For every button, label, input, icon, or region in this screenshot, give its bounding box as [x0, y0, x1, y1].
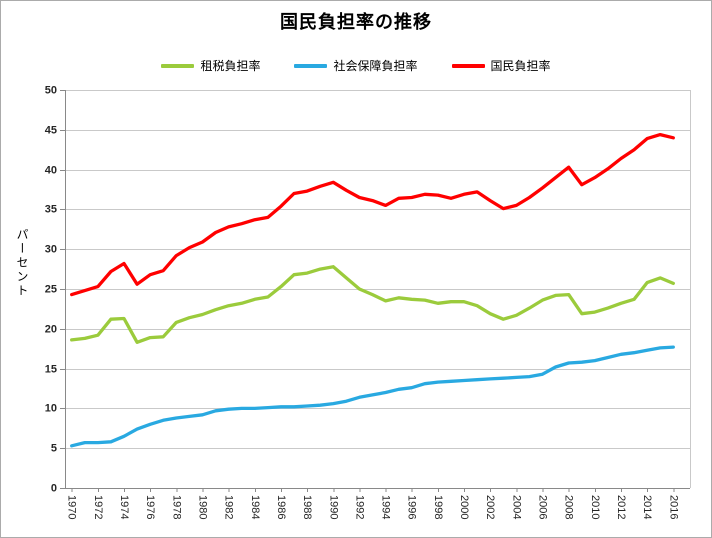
- series-line-0: [70, 265, 675, 344]
- y-axis-tick-label: 15: [45, 364, 57, 376]
- axis-tick-labels: 0 5 10 15 20 25 30 35 40 45 50 1970 1972 1974 1976 1978…: [45, 85, 680, 520]
- chart-title: 国民負担率の推移: [280, 12, 432, 32]
- series-line-2: [70, 132, 675, 297]
- series-line-1: [70, 345, 675, 448]
- x-axis-tick-label: 1992: [353, 495, 365, 519]
- y-axis-tick-label: 40: [45, 165, 57, 177]
- national-burden-line-swatch: [451, 63, 485, 68]
- x-axis-tick-label: 1980: [196, 495, 208, 519]
- x-axis-tick-label: 1982: [223, 495, 235, 519]
- y-axis-tick-label: 0: [51, 483, 57, 495]
- x-axis-tick-label: 1986: [275, 495, 287, 519]
- x-axis-tick-label: 1998: [432, 495, 444, 519]
- y-axis-tick-label: 10: [45, 403, 57, 415]
- y-axis-title: パーセント: [15, 228, 29, 298]
- chart-legend: 租税負担率 社会保障負担率 国民負担率: [0, 57, 712, 74]
- legend-item-national-burden: 国民負担率: [451, 57, 551, 74]
- x-axis-tick-label: 1990: [327, 495, 339, 519]
- x-axis-tick-label: 2002: [484, 495, 496, 519]
- legend-label-national-burden: 国民負担率: [490, 59, 551, 73]
- x-axis-tick-label: 2006: [537, 495, 549, 519]
- x-axis-tick-label: 1994: [380, 495, 392, 519]
- x-axis-tick-label: 1976: [144, 495, 156, 519]
- x-axis-tick-label: 1988: [301, 495, 313, 519]
- x-axis-tick-label: 1978: [170, 495, 182, 519]
- x-axis-tick-label: 1972: [92, 495, 104, 519]
- x-axis-tick-label: 1996: [406, 495, 418, 519]
- tax-line-swatch: [161, 63, 195, 68]
- x-axis-tick-label: 2016: [667, 495, 679, 519]
- x-axis-tick-label: 1984: [249, 495, 261, 519]
- x-axis-tick-label: 2008: [563, 495, 575, 519]
- x-axis-tick-label: 2004: [510, 495, 522, 519]
- y-axis-tick-label: 20: [45, 324, 57, 336]
- y-axis-tick-label: 45: [45, 125, 57, 137]
- x-axis-tick-label: 1974: [118, 495, 130, 519]
- y-axis-tick-label: 25: [45, 284, 57, 296]
- legend-label-social-security: 社会保障負担率: [333, 59, 418, 73]
- x-axis-tick-label: 1970: [66, 495, 78, 519]
- x-axis-tick-label: 2014: [641, 495, 653, 519]
- y-axis-tick-label: 35: [45, 204, 57, 216]
- social-security-line-swatch: [294, 63, 328, 68]
- legend-label-tax: 租税負担率: [200, 59, 261, 73]
- legend-item-social-security: 社会保障負担率: [294, 57, 418, 74]
- legend-item-tax: 租税負担率: [161, 57, 260, 74]
- x-axis-tick-label: 2012: [615, 495, 627, 519]
- x-axis-tick-label: 2000: [458, 495, 470, 519]
- y-axis-tick-label: 5: [51, 443, 57, 455]
- gridlines: [60, 90, 691, 492]
- y-axis-tick-label: 30: [45, 244, 57, 256]
- y-axis-tick-label: 50: [45, 85, 57, 97]
- x-axis-tick-label: 2010: [589, 495, 601, 519]
